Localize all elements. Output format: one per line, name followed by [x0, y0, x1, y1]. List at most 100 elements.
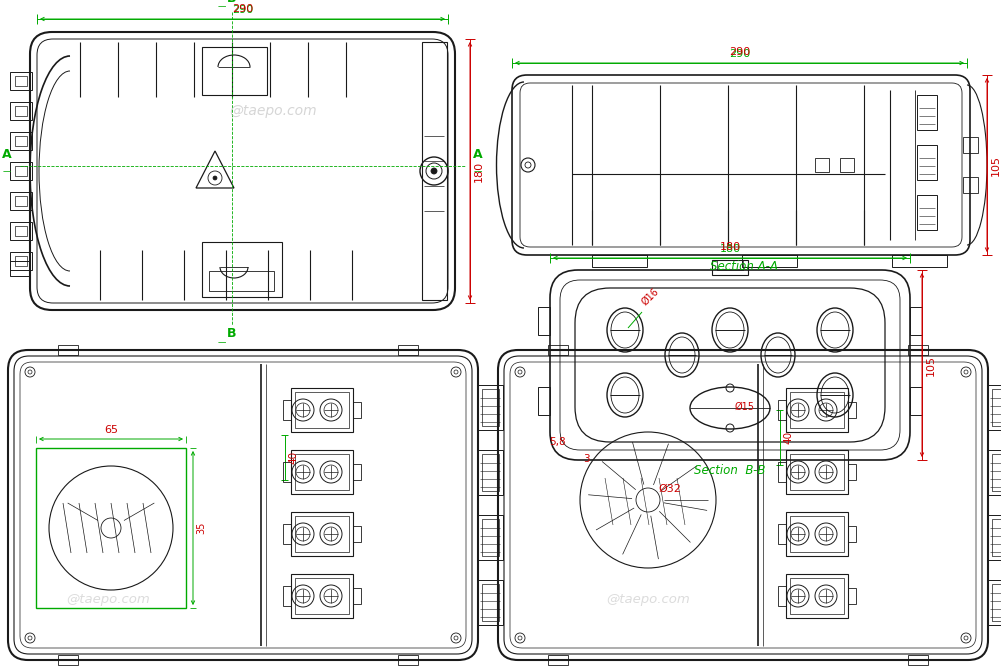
Bar: [10, 222, 32, 240]
Bar: [717, 260, 743, 270]
Text: B: B: [227, 327, 237, 340]
Bar: [291, 450, 353, 494]
Bar: [353, 464, 361, 480]
Bar: [992, 584, 1001, 621]
Bar: [478, 580, 503, 625]
Bar: [786, 574, 848, 618]
Bar: [10, 132, 32, 150]
Text: 290: 290: [729, 49, 750, 59]
Bar: [815, 158, 829, 172]
Bar: [482, 519, 499, 556]
Bar: [202, 47, 267, 95]
Bar: [908, 655, 928, 665]
Bar: [10, 252, 32, 270]
Text: 105: 105: [926, 354, 936, 375]
Bar: [548, 655, 568, 665]
Bar: [910, 387, 922, 415]
Bar: [592, 255, 647, 267]
Bar: [840, 158, 854, 172]
Bar: [283, 524, 291, 544]
Bar: [283, 586, 291, 606]
Text: 35: 35: [196, 522, 206, 534]
Bar: [917, 95, 937, 130]
Bar: [15, 196, 27, 206]
Text: Ø15: Ø15: [735, 402, 755, 412]
Bar: [10, 162, 32, 180]
Bar: [917, 195, 937, 230]
Text: @taepo.com: @taepo.com: [228, 104, 316, 118]
Bar: [848, 402, 856, 418]
Text: 3: 3: [583, 454, 590, 464]
Bar: [992, 519, 1001, 556]
Bar: [283, 400, 291, 420]
Text: A: A: [2, 148, 12, 161]
Bar: [10, 192, 32, 210]
Bar: [291, 388, 353, 432]
Bar: [478, 515, 503, 560]
Bar: [778, 400, 786, 420]
Bar: [992, 454, 1001, 491]
Bar: [291, 574, 353, 618]
Bar: [482, 389, 499, 426]
Bar: [202, 242, 282, 297]
Bar: [778, 524, 786, 544]
Bar: [58, 345, 78, 355]
Bar: [295, 454, 349, 490]
Text: A: A: [473, 148, 482, 161]
Bar: [988, 515, 1001, 560]
Text: 5,8: 5,8: [550, 437, 567, 447]
Bar: [15, 166, 27, 176]
Bar: [10, 72, 32, 90]
Text: 180: 180: [720, 242, 741, 252]
Bar: [790, 516, 844, 552]
Bar: [917, 145, 937, 180]
Bar: [892, 255, 947, 267]
Text: 290: 290: [232, 5, 253, 15]
Bar: [15, 226, 27, 236]
Bar: [963, 137, 978, 153]
Text: Ø16: Ø16: [640, 286, 661, 307]
Text: 290: 290: [729, 47, 750, 57]
Bar: [538, 307, 550, 335]
Bar: [295, 392, 349, 428]
Text: 180: 180: [474, 160, 484, 182]
Text: —: —: [3, 167, 11, 176]
Bar: [353, 402, 361, 418]
Bar: [15, 106, 27, 116]
Bar: [786, 388, 848, 432]
Bar: [15, 136, 27, 146]
Text: B: B: [227, 0, 237, 5]
Text: 105: 105: [991, 155, 1001, 176]
Text: @taepo.com: @taepo.com: [66, 594, 150, 606]
Bar: [742, 255, 797, 267]
Bar: [482, 454, 499, 491]
Text: 40: 40: [783, 431, 793, 444]
Text: —: —: [473, 167, 482, 176]
Bar: [790, 578, 844, 614]
Text: Ø32: Ø32: [658, 484, 681, 494]
Bar: [209, 271, 274, 291]
Bar: [778, 462, 786, 482]
Text: —: —: [218, 338, 226, 347]
Bar: [10, 261, 30, 276]
Bar: [36, 448, 186, 608]
Text: Section A-A: Section A-A: [710, 260, 778, 273]
Text: 290: 290: [232, 4, 253, 14]
Bar: [15, 76, 27, 86]
Bar: [422, 42, 447, 300]
Text: 180: 180: [720, 244, 741, 254]
Bar: [790, 392, 844, 428]
Bar: [478, 385, 503, 430]
Bar: [353, 526, 361, 542]
Bar: [992, 389, 1001, 426]
Bar: [291, 512, 353, 556]
Bar: [988, 385, 1001, 430]
Bar: [848, 588, 856, 604]
Bar: [295, 578, 349, 614]
Text: Section  B-B: Section B-B: [695, 464, 766, 477]
Bar: [848, 526, 856, 542]
Bar: [353, 588, 361, 604]
Bar: [963, 177, 978, 193]
Bar: [15, 256, 27, 266]
Bar: [988, 450, 1001, 495]
